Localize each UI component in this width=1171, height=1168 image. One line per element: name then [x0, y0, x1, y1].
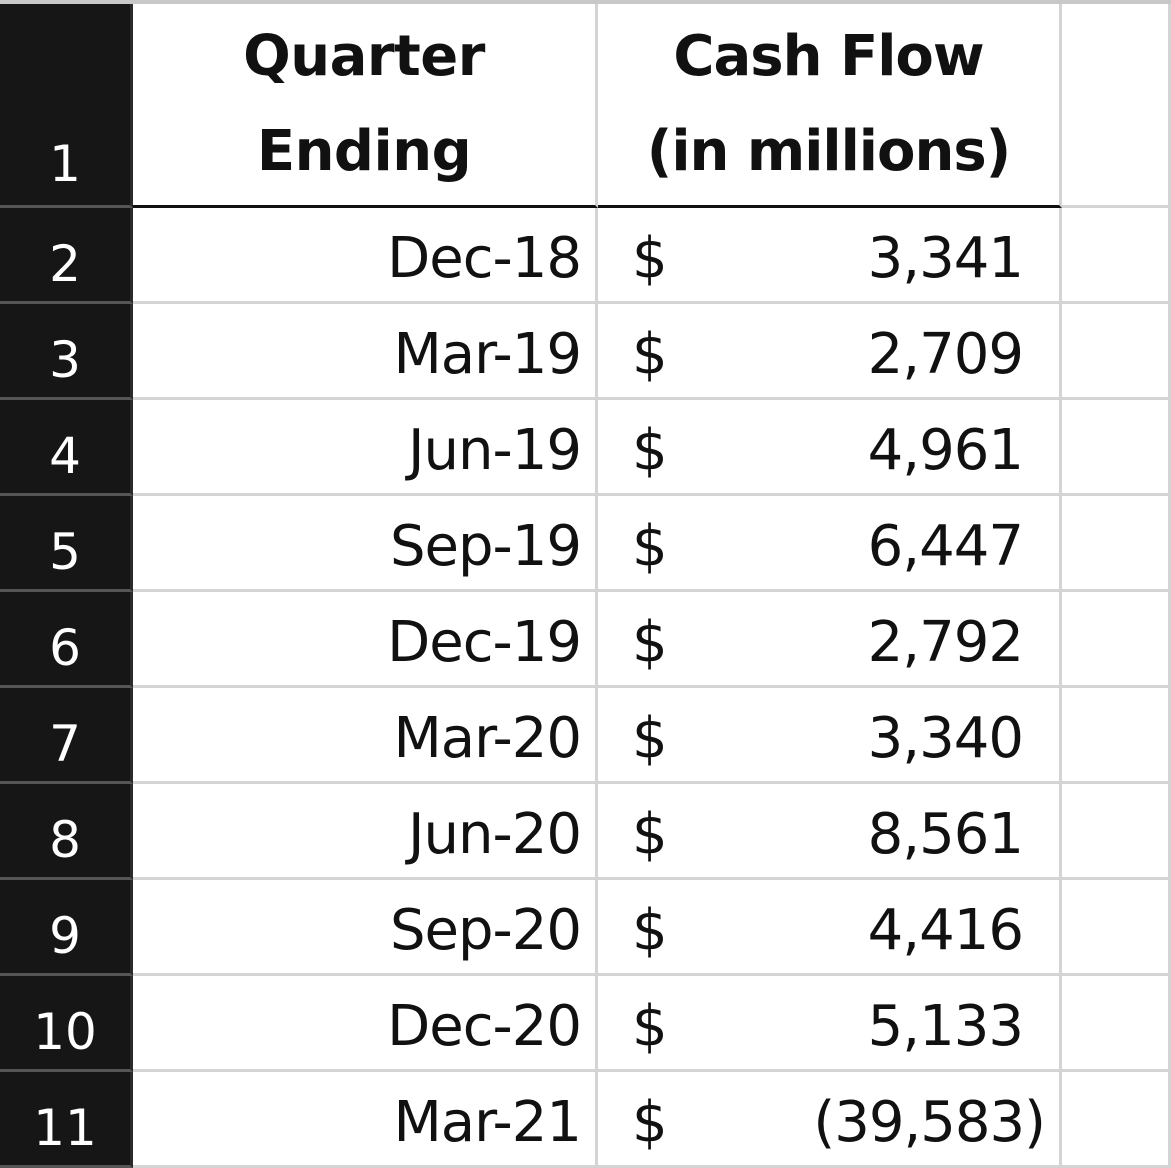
cash-flow-cell[interactable]: $ 5,133	[598, 976, 1062, 1072]
row-header-1[interactable]: 1	[0, 4, 133, 208]
empty-cell[interactable]	[1062, 304, 1171, 400]
cash-flow-amount: 2,792	[867, 610, 1024, 675]
cash-flow-cell[interactable]: $ 6,447	[598, 496, 1062, 592]
header-quarter-line2: Ending	[256, 119, 472, 184]
row-header-10[interactable]: 10	[0, 976, 133, 1072]
row-header-3[interactable]: 3	[0, 304, 133, 400]
empty-cell[interactable]	[1062, 4, 1171, 208]
empty-cell[interactable]	[1062, 976, 1171, 1072]
header-cell-cash-flow[interactable]: Cash Flow (in millions)	[598, 4, 1062, 208]
header-quarter-line1: Quarter	[243, 24, 485, 89]
currency-symbol: $	[632, 898, 668, 963]
row-header-5[interactable]: 5	[0, 496, 133, 592]
quarter-cell[interactable]: Dec-20	[133, 976, 598, 1072]
empty-cell[interactable]	[1062, 880, 1171, 976]
cash-flow-amount: 3,341	[867, 226, 1024, 291]
cash-flow-cell[interactable]: $ 2,709	[598, 304, 1062, 400]
cash-flow-amount: 5,133	[867, 994, 1024, 1059]
currency-symbol: $	[632, 610, 668, 675]
row-header-11[interactable]: 11	[0, 1072, 133, 1168]
cash-flow-cell[interactable]: $ 4,961	[598, 400, 1062, 496]
cash-flow-amount: (39,583)	[813, 1090, 1046, 1155]
cash-flow-amount: 4,961	[867, 418, 1024, 483]
quarter-cell[interactable]: Sep-20	[133, 880, 598, 976]
cash-flow-cell[interactable]: $ 8,561	[598, 784, 1062, 880]
empty-cell[interactable]	[1062, 208, 1171, 304]
row-header-6[interactable]: 6	[0, 592, 133, 688]
currency-symbol: $	[632, 418, 668, 483]
currency-symbol: $	[632, 322, 668, 387]
row-header-8[interactable]: 8	[0, 784, 133, 880]
quarter-cell[interactable]: Dec-19	[133, 592, 598, 688]
row-header-9[interactable]: 9	[0, 880, 133, 976]
cash-flow-cell[interactable]: $ 2,792	[598, 592, 1062, 688]
empty-cell[interactable]	[1062, 592, 1171, 688]
quarter-cell[interactable]: Mar-20	[133, 688, 598, 784]
quarter-cell[interactable]: Dec-18	[133, 208, 598, 304]
currency-symbol: $	[632, 514, 668, 579]
quarter-cell[interactable]: Jun-19	[133, 400, 598, 496]
header-cell-quarter-ending[interactable]: Quarter Ending	[133, 4, 598, 208]
cash-flow-cell[interactable]: $ (39,583)	[598, 1072, 1062, 1168]
currency-symbol: $	[632, 706, 668, 771]
row-header-2[interactable]: 2	[0, 208, 133, 304]
currency-symbol: $	[632, 994, 668, 1059]
quarter-cell[interactable]: Mar-19	[133, 304, 598, 400]
empty-cell[interactable]	[1062, 496, 1171, 592]
cash-flow-amount: 8,561	[867, 802, 1024, 867]
row-header-4[interactable]: 4	[0, 400, 133, 496]
cash-flow-cell[interactable]: $ 4,416	[598, 880, 1062, 976]
cash-flow-amount: 6,447	[867, 514, 1024, 579]
empty-cell[interactable]	[1062, 688, 1171, 784]
cash-flow-cell[interactable]: $ 3,340	[598, 688, 1062, 784]
quarter-cell[interactable]: Jun-20	[133, 784, 598, 880]
empty-cell[interactable]	[1062, 400, 1171, 496]
header-cash-line2: (in millions)	[646, 119, 1012, 184]
quarter-cell[interactable]: Sep-19	[133, 496, 598, 592]
cash-flow-amount: 3,340	[867, 706, 1024, 771]
cash-flow-amount: 4,416	[867, 898, 1024, 963]
quarter-cell[interactable]: Mar-21	[133, 1072, 598, 1168]
currency-symbol: $	[632, 226, 668, 291]
header-cash-line1: Cash Flow	[673, 24, 984, 89]
currency-symbol: $	[632, 1090, 668, 1155]
empty-cell[interactable]	[1062, 784, 1171, 880]
currency-symbol: $	[632, 802, 668, 867]
row-header-7[interactable]: 7	[0, 688, 133, 784]
cash-flow-amount: 2,709	[867, 322, 1024, 387]
cash-flow-cell[interactable]: $ 3,341	[598, 208, 1062, 304]
empty-cell[interactable]	[1062, 1072, 1171, 1168]
